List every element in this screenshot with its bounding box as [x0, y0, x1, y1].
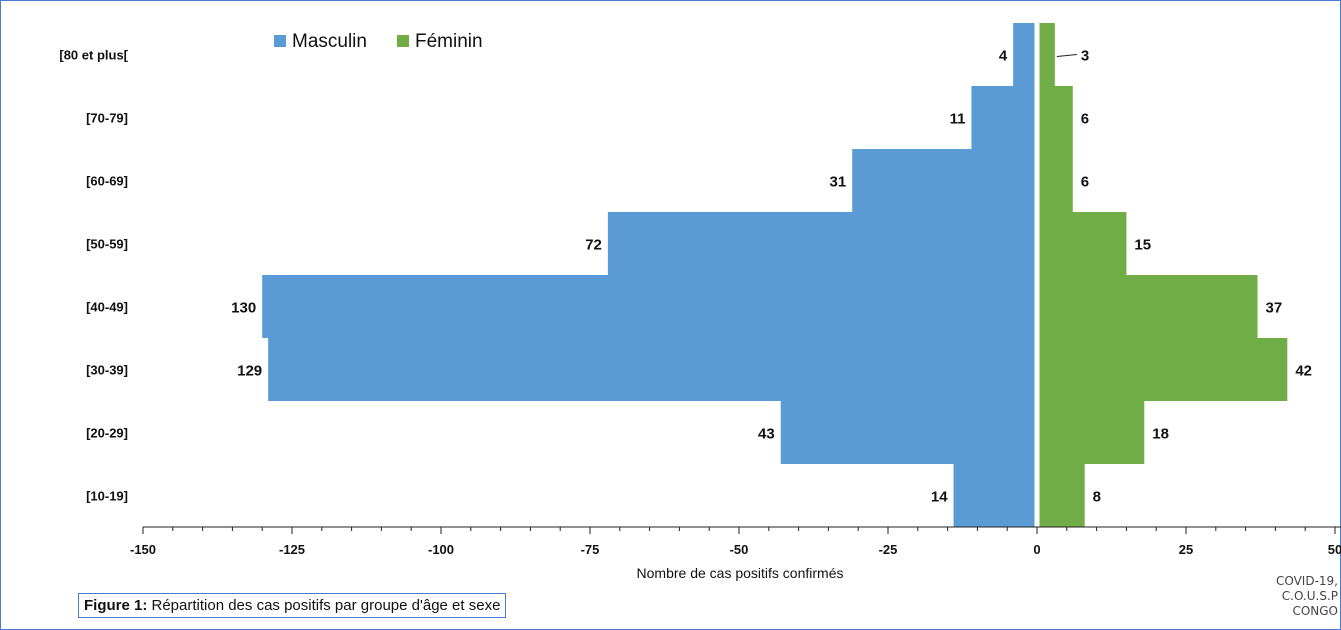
- data-label-female: 6: [1081, 174, 1089, 191]
- category-label: [10-19]: [86, 489, 128, 504]
- x-tick-label: -50: [730, 542, 749, 557]
- x-tick-label: -125: [279, 542, 305, 557]
- credit-line-2: C.O.U.S.P: [1281, 589, 1338, 603]
- x-tick-label: -25: [879, 542, 898, 557]
- figure-caption-label: Figure 1:: [84, 597, 148, 614]
- data-label-leader-line: [1056, 54, 1077, 57]
- bar-female-4: [1039, 275, 1258, 338]
- data-label-male: 43: [758, 426, 775, 443]
- bar-female-3: [1039, 212, 1127, 275]
- category-label: [50-59]: [86, 237, 128, 252]
- x-tick-label: 25: [1179, 542, 1193, 557]
- bar-male-6: [780, 401, 1035, 464]
- data-label-male: 130: [231, 300, 256, 317]
- bar-male-7: [953, 464, 1035, 527]
- bar-male-4: [262, 275, 1035, 338]
- credit-line-1: COVID-19,: [1275, 574, 1338, 588]
- data-label-female: 8: [1093, 489, 1101, 506]
- bar-female-0: [1039, 23, 1055, 86]
- data-label-male: 129: [237, 363, 262, 380]
- bar-male-2: [852, 149, 1035, 212]
- data-label-male: 11: [950, 111, 966, 128]
- x-tick-label: -75: [581, 542, 600, 557]
- data-label-female: 6: [1081, 111, 1089, 128]
- x-axis-title: Nombre de cas positifs confirmés: [637, 565, 844, 581]
- bar-female-5: [1039, 338, 1288, 401]
- x-tick-label: 0: [1033, 542, 1040, 557]
- legend-swatch-masculin: [274, 35, 286, 47]
- bar-male-5: [268, 338, 1035, 401]
- x-tick-label: -100: [428, 542, 454, 557]
- category-label: [70-79]: [86, 111, 128, 126]
- legend-swatch-feminin: [397, 35, 409, 47]
- category-label: [60-69]: [86, 174, 128, 189]
- category-label: [40-49]: [86, 300, 128, 315]
- data-label-male: 4: [999, 48, 1008, 65]
- data-label-female: 3: [1081, 48, 1089, 65]
- bar-female-2: [1039, 149, 1073, 212]
- bar-female-1: [1039, 86, 1073, 149]
- legend-label-feminin: Féminin: [415, 31, 483, 52]
- bar-male-3: [607, 212, 1035, 275]
- data-label-male: 72: [585, 237, 602, 254]
- source-credit: COVID-19, C.O.U.S.P CONGO: [1276, 574, 1338, 619]
- bar-female-7: [1039, 464, 1085, 527]
- legend-label-masculin: Masculin: [292, 31, 367, 52]
- credit-line-3: CONGO: [1292, 604, 1338, 618]
- bar-female-6: [1039, 401, 1145, 464]
- data-label-female: 18: [1152, 426, 1169, 443]
- category-label: [80 et plus[: [59, 48, 128, 63]
- data-label-male: 31: [830, 174, 847, 191]
- category-label: [30-39]: [86, 363, 128, 378]
- figure-caption: Figure 1: Répartition des cas positifs p…: [78, 593, 507, 618]
- x-tick-label: 50: [1328, 542, 1341, 557]
- data-label-female: 37: [1266, 300, 1283, 317]
- data-label-male: 14: [931, 489, 948, 506]
- data-label-female: 42: [1295, 363, 1312, 380]
- figure-caption-text: Répartition des cas positifs par groupe …: [147, 597, 501, 614]
- x-tick-label: -150: [130, 542, 156, 557]
- data-label-female: 15: [1134, 237, 1151, 254]
- bar-male-1: [971, 86, 1035, 149]
- bar-male-0: [1013, 23, 1035, 86]
- category-label: [20-29]: [86, 426, 128, 441]
